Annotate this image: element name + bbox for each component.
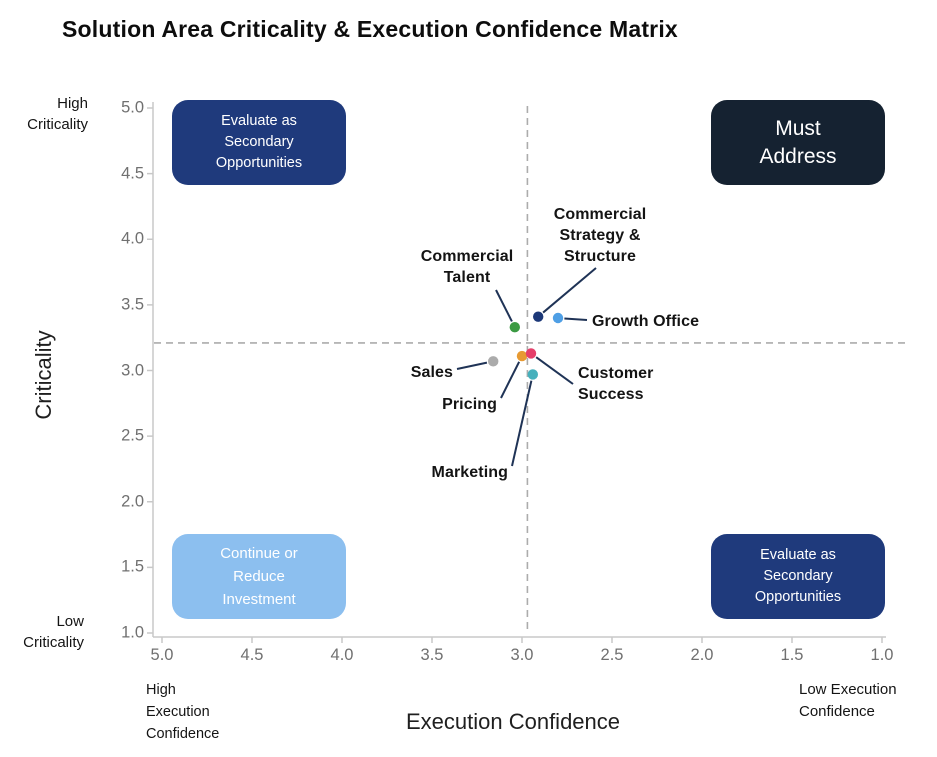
chart-title: Solution Area Criticality & Execution Co… xyxy=(62,16,678,42)
leader-line xyxy=(456,361,488,370)
x-tick-label: 1.0 xyxy=(870,646,894,664)
y-tick-label: 4.5 xyxy=(121,164,144,183)
y-tick-label: 2.0 xyxy=(121,492,144,511)
y-tick-label: 1.5 xyxy=(121,557,144,576)
data-point-growth-office xyxy=(552,312,564,324)
leader-line xyxy=(564,317,588,321)
point-label-sales: Sales xyxy=(410,364,453,381)
y-tick-label: 3.5 xyxy=(121,295,144,314)
x-axis-low-end-label: Low Execution Confidence xyxy=(799,681,897,720)
point-label-pricing: Pricing xyxy=(442,396,497,413)
y-tick-label: 4.0 xyxy=(121,229,144,248)
x-tick-label: 5.0 xyxy=(150,646,174,664)
leader-line xyxy=(495,289,513,322)
x-axis-title: Execution Confidence xyxy=(405,709,621,734)
point-label-marketing: Marketing xyxy=(431,464,508,481)
x-tick-label: 2.5 xyxy=(600,646,624,664)
leader-line xyxy=(535,356,574,385)
quadrant-box-evaluate-secondary-top: Evaluate as Secondary Opportunities xyxy=(172,100,346,185)
y-tick-label: 1.0 xyxy=(121,623,144,642)
x-tick-label: 3.5 xyxy=(420,646,444,664)
leader-line xyxy=(542,267,597,314)
y-tick-label: 5.0 xyxy=(121,98,144,117)
data-point-pricing xyxy=(516,350,528,362)
quadrant-box-evaluate-secondary-bottom: Evaluate as Secondary Opportunities xyxy=(711,534,885,619)
data-point-marketing xyxy=(527,369,538,380)
y-tick-label: 3.0 xyxy=(121,361,144,379)
x-tick-label: 4.5 xyxy=(240,646,264,664)
data-point-commercial-talent xyxy=(509,321,520,333)
data-point-customer-success xyxy=(525,348,537,359)
y-axis-high-end-label: High Criticality xyxy=(27,95,88,133)
x-tick-label: 3.0 xyxy=(510,646,534,664)
point-label-growth-office: Growth Office xyxy=(592,313,700,330)
x-tick-label: 2.0 xyxy=(690,646,714,664)
x-tick-label: 1.5 xyxy=(780,646,804,664)
y-tick-label: 2.5 xyxy=(121,426,144,445)
point-label-commercial-strategy-structure: Commercial Strategy & Structure xyxy=(553,206,647,265)
leader-line xyxy=(500,361,521,399)
point-label-customer-success: Customer Success xyxy=(578,365,654,403)
quadrant-box-continue-reduce-investment: Continue or Reduce Investment xyxy=(172,534,346,619)
point-label-commercial-talent: Commercial Talent xyxy=(420,248,514,286)
y-axis-low-end-label: Low Criticality xyxy=(23,613,84,651)
leader-line xyxy=(511,380,533,467)
quadrant-box-must-address: Must Address xyxy=(711,100,885,185)
x-tick-label: 4.0 xyxy=(330,646,354,664)
data-point-commercial-strategy-structure xyxy=(533,311,544,322)
x-axis-high-end-label: High Execution Confidence xyxy=(146,682,220,742)
data-point-sales xyxy=(488,356,499,367)
